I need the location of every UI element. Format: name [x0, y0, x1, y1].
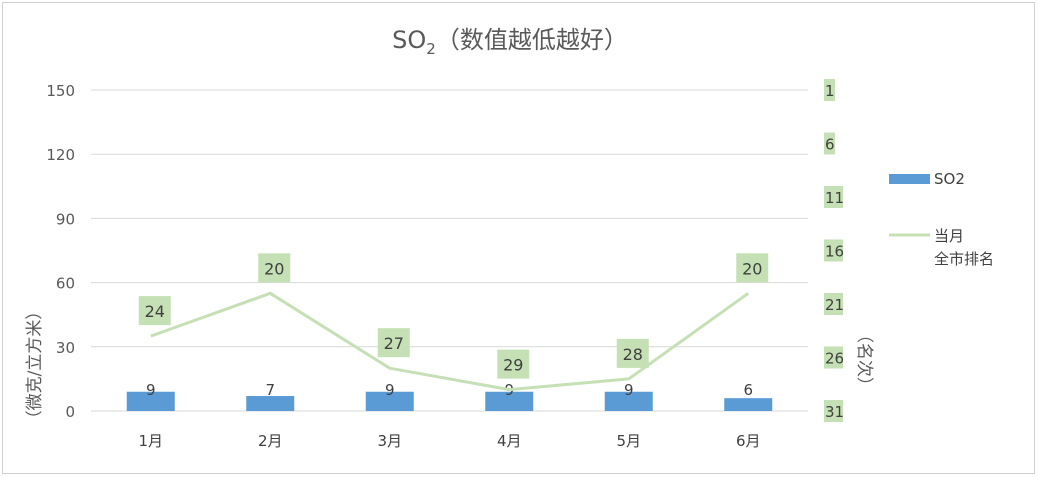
right-tick-label: 21: [825, 296, 844, 314]
x-tick-label: 1月: [138, 432, 163, 450]
x-axis-ticks: 1月 2月 3月 4月 5月 6月: [138, 432, 760, 450]
bar-data-label: 9: [385, 381, 395, 399]
right-tick-label-bg: [824, 400, 843, 422]
line-data-label-bg: [377, 328, 410, 358]
line-data-label-bg: [616, 338, 649, 368]
right-tick-label-bg: [824, 239, 843, 262]
bar-data-label: 9: [146, 381, 156, 399]
right-tick-label-bg: [824, 132, 835, 155]
line-data-label: 29: [503, 356, 523, 375]
legend-label-rank-line2: 全市排名: [934, 250, 994, 268]
right-tick-label-bg: [824, 293, 843, 315]
x-tick-label: 4月: [497, 432, 522, 450]
left-axis-label: （微克/立方米）: [25, 303, 45, 428]
x-tick-label: 5月: [616, 432, 641, 450]
right-tick-label: 1: [825, 82, 835, 100]
legend: SO2 当月 全市排名: [889, 170, 994, 268]
left-axis-ticks: 150 120 90 60 30 0: [46, 82, 75, 421]
title-subscript: 2: [426, 40, 436, 58]
line-data-label: 24: [145, 302, 165, 321]
x-tick-label: 6月: [736, 432, 761, 450]
bar: [604, 391, 653, 411]
right-tick-label: 6: [825, 136, 835, 154]
right-tick-label-bg: [824, 186, 843, 208]
line-data-label: 27: [384, 334, 404, 353]
x-tick-label: 2月: [258, 432, 283, 450]
left-tick-label: 30: [56, 339, 75, 357]
bar: [365, 391, 414, 411]
bar: [485, 391, 534, 411]
line-data-label-bg: [138, 296, 171, 326]
bar: [126, 391, 175, 411]
left-tick-label: 150: [46, 82, 75, 100]
line-data-label-bg: [736, 253, 769, 283]
line-data-label: 20: [264, 259, 284, 278]
bar: [246, 396, 295, 411]
legend-label-rank-line1: 当月: [934, 227, 964, 245]
left-tick-label: 120: [46, 146, 75, 164]
title-main: SO: [392, 26, 426, 54]
rank-line: [150, 291, 750, 392]
bar-data-label: 6: [743, 381, 753, 399]
bar: [724, 398, 773, 411]
line-data-label: 20: [742, 259, 762, 278]
line-data-label-bg: [497, 349, 530, 379]
right-tick-label: 31: [825, 403, 844, 421]
right-tick-label: 16: [825, 243, 844, 261]
x-tick-label: 3月: [377, 432, 402, 450]
legend-swatch-so2: [889, 174, 930, 184]
right-tick-label-bg: [824, 346, 843, 369]
legend-label-so2: SO2: [934, 170, 965, 188]
line-series: 24 20 27 29 28 20: [138, 253, 769, 392]
right-tick-label: 11: [825, 189, 844, 207]
right-tick-label: 26: [825, 350, 844, 368]
right-tick-label-bg: [824, 79, 835, 101]
right-axis-label: （名次）: [854, 326, 874, 394]
line-data-label-bg: [258, 253, 291, 283]
gridlines: [91, 89, 808, 412]
line-data-label: 28: [623, 345, 643, 364]
left-tick-label: 0: [65, 403, 75, 421]
bar-data-label: 7: [265, 381, 275, 399]
bar-data-label: 9: [624, 381, 634, 399]
title-rest: （数值越低越好）: [436, 26, 628, 54]
left-tick-label: 90: [56, 210, 75, 228]
chart-title: SO2（数值越低越好）: [392, 26, 628, 58]
left-tick-label: 60: [56, 275, 75, 293]
